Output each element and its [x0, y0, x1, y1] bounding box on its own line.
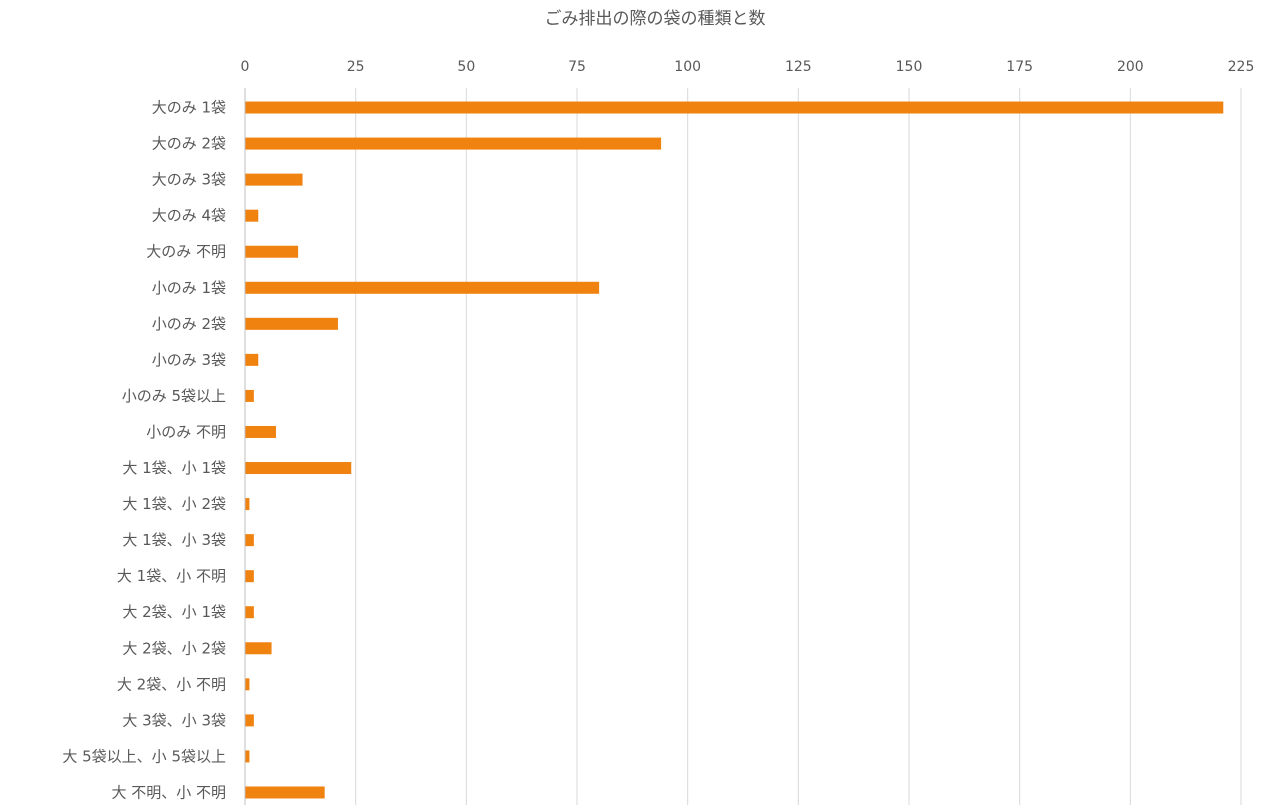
bar [245, 209, 259, 222]
x-tick-label: 100 [674, 59, 701, 75]
x-tick-label: 50 [457, 59, 475, 75]
category-label: 大 3袋、小 3袋 [122, 711, 226, 729]
category-label: 大のみ 3袋 [152, 171, 226, 189]
category-label: 大のみ 不明 [146, 243, 226, 261]
bar [245, 498, 250, 511]
bar [245, 425, 276, 438]
category-label: 大 1袋、小 3袋 [122, 531, 226, 549]
bar [245, 462, 352, 475]
bar [245, 678, 250, 691]
bar [245, 570, 254, 583]
bar [245, 245, 299, 258]
x-tick-label: 25 [347, 59, 365, 75]
category-label: 小のみ 5袋以上 [122, 387, 226, 405]
category-label: 大 1袋、小 不明 [117, 567, 226, 585]
category-label: 大 2袋、小 不明 [117, 675, 226, 693]
x-tick-label: 0 [241, 59, 250, 75]
bar [245, 101, 1224, 114]
x-tick-label: 200 [1117, 59, 1144, 75]
category-label: 小のみ 1袋 [152, 279, 226, 297]
category-label: 大 1袋、小 1袋 [122, 459, 226, 477]
x-tick-label: 125 [785, 59, 812, 75]
bar [245, 317, 338, 330]
category-label: 大 1袋、小 2袋 [122, 495, 226, 513]
category-label: 小のみ 3袋 [152, 351, 226, 369]
bar [245, 173, 303, 186]
bar [245, 137, 662, 150]
category-label: 大 5袋以上、小 5袋以上 [62, 747, 226, 765]
category-label: 大のみ 1袋 [152, 99, 226, 117]
chart-title: ごみ排出の際の袋の種類と数 [545, 9, 766, 29]
category-label: 小のみ 2袋 [152, 315, 226, 333]
bar [245, 606, 254, 619]
x-tick-label: 225 [1228, 59, 1255, 75]
bar [245, 281, 600, 294]
bar [245, 642, 272, 655]
category-label: 小のみ 不明 [146, 423, 226, 441]
x-tick-label: 150 [896, 59, 923, 75]
x-tick-label: 75 [568, 59, 586, 75]
category-label: 大のみ 4袋 [152, 207, 226, 225]
bar [245, 534, 254, 547]
bar [245, 389, 254, 402]
bar [245, 786, 325, 799]
category-label: 大 不明、小 不明 [111, 783, 226, 801]
bar [245, 714, 254, 727]
bar [245, 353, 259, 366]
x-tick-label: 175 [1006, 59, 1033, 75]
category-label: 大 2袋、小 2袋 [122, 639, 226, 657]
category-label: 大のみ 2袋 [152, 135, 226, 153]
category-label: 大 2袋、小 1袋 [122, 603, 226, 621]
bar [245, 750, 250, 763]
